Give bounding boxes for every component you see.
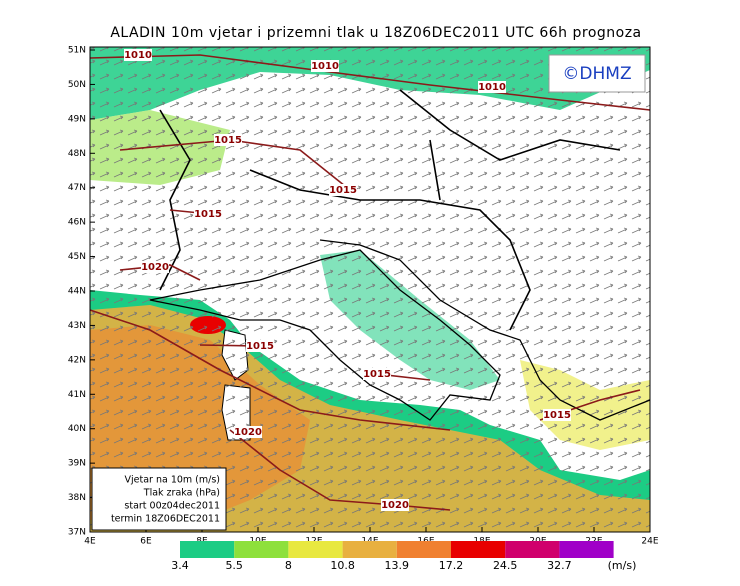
legend-swatch — [559, 541, 614, 558]
lat-label: 38N — [68, 493, 86, 503]
lat-label: 37N — [68, 528, 86, 538]
info-line: Tlak zraka (hPa) — [143, 488, 220, 499]
wind-arrows — [90, 47, 650, 532]
lat-label: 48N — [68, 149, 86, 159]
lat-label: 43N — [68, 321, 86, 331]
isobar-label-bg — [478, 81, 506, 93]
info-box — [91, 467, 227, 531]
legend-swatch — [451, 541, 506, 558]
lat-label: 45N — [68, 252, 86, 262]
legend-swatch — [234, 541, 289, 558]
lon-label: 6E — [140, 537, 152, 547]
legend-swatch — [505, 541, 560, 558]
border — [159, 89, 621, 331]
isobar-label: 1015 — [194, 209, 222, 220]
coastline — [149, 249, 501, 421]
isobar-label-bg — [234, 426, 262, 438]
isobar-label-bg — [214, 134, 242, 146]
title: ALADIN 10m vjetar i prizemni tlak u 18Z0… — [110, 25, 641, 41]
legend-label: 3.4 — [171, 559, 189, 572]
isobar-label: 1015 — [329, 185, 357, 196]
isobar-label-bg — [363, 368, 391, 380]
isobar-label: 1020 — [234, 427, 262, 438]
lat-label: 46N — [68, 218, 86, 228]
legend-label: 5.5 — [225, 559, 243, 572]
lat-label: 39N — [68, 459, 86, 469]
lon-label: 24E — [641, 537, 658, 547]
legend-label: 17.2 — [439, 559, 464, 572]
lat-label: 47N — [68, 183, 86, 193]
isobar-label-bg — [543, 409, 571, 421]
legend-label: 32.7 — [547, 559, 572, 572]
isobar-label: 1010 — [478, 82, 506, 93]
lat-label: 49N — [68, 114, 86, 124]
isobar-label: 1010 — [124, 50, 152, 61]
legend-swatch — [180, 541, 235, 558]
lat-label: 50N — [68, 80, 86, 90]
legend-label: 10.8 — [330, 559, 355, 572]
lat-label: 40N — [68, 424, 86, 434]
legend-label: 13.9 — [385, 559, 410, 572]
lat-label: 51N — [68, 46, 86, 56]
legend-unit: (m/s) — [608, 559, 637, 572]
isobar-label: 1015 — [363, 369, 391, 380]
info-line: start 00z04dec2011 — [124, 501, 220, 512]
isobar-label-bg — [381, 499, 409, 511]
isobar-label-bg — [194, 208, 222, 220]
info-line: termin 18Z06DEC2011 — [111, 514, 220, 525]
isobar-label-bg — [124, 49, 152, 61]
isobar-label: 1020 — [141, 262, 169, 273]
legend-swatch — [396, 541, 451, 558]
isobar-label-bg — [311, 60, 339, 72]
info-line: Vjetar na 10m (m/s) — [125, 475, 221, 486]
isobar-label-bg — [329, 184, 357, 196]
lat-label: 42N — [68, 355, 86, 365]
isobar-label: 1015 — [214, 135, 242, 146]
lat-label: 41N — [68, 390, 86, 400]
isobar-label-bg — [141, 261, 169, 273]
isobar-label: 1020 — [381, 500, 409, 511]
lon-label: 4E — [84, 537, 96, 547]
isobar-label-bg — [246, 340, 274, 352]
logo-box — [548, 54, 646, 93]
legend-swatch — [288, 541, 343, 558]
legend-label: 24.5 — [493, 559, 518, 572]
isobar — [89, 54, 651, 511]
map-area — [89, 46, 651, 533]
legend-swatch — [342, 541, 397, 558]
isobar-label: 1010 — [311, 61, 339, 72]
isobar-label: 1015 — [246, 341, 274, 352]
lat-label: 44N — [68, 287, 86, 297]
logo: ©DHMZ — [562, 64, 631, 84]
isobar-label: 1015 — [543, 410, 571, 421]
coastline — [319, 239, 651, 421]
legend-label: 8 — [285, 559, 292, 572]
